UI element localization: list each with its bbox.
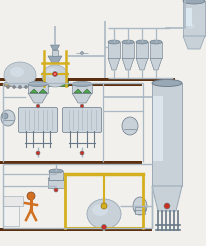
- FancyBboxPatch shape: [18, 108, 57, 133]
- Circle shape: [54, 73, 56, 75]
- Bar: [108, 42, 119, 58]
- Circle shape: [54, 188, 58, 192]
- Circle shape: [6, 86, 9, 89]
- Bar: [3, 206, 19, 226]
- Ellipse shape: [149, 40, 161, 44]
- Circle shape: [12, 86, 15, 89]
- Bar: [135, 42, 147, 58]
- Ellipse shape: [108, 40, 119, 44]
- Polygon shape: [74, 89, 82, 93]
- Bar: [52, 50, 58, 56]
- Bar: [28, 84, 48, 93]
- Ellipse shape: [42, 65, 68, 87]
- Ellipse shape: [186, 23, 194, 29]
- Bar: [151, 83, 181, 186]
- Bar: [4, 82, 36, 86]
- Circle shape: [101, 203, 107, 209]
- Bar: [49, 171, 63, 180]
- Ellipse shape: [151, 79, 181, 87]
- Ellipse shape: [46, 68, 58, 78]
- Bar: [182, 1, 204, 36]
- Ellipse shape: [4, 62, 36, 88]
- Polygon shape: [49, 172, 63, 180]
- Polygon shape: [72, 93, 91, 103]
- Circle shape: [80, 104, 83, 108]
- Polygon shape: [135, 58, 147, 70]
- Ellipse shape: [87, 199, 121, 229]
- Circle shape: [36, 151, 40, 155]
- Bar: [0, 83, 141, 86]
- Ellipse shape: [135, 40, 147, 44]
- Bar: [183, 8, 191, 26]
- Ellipse shape: [10, 67, 24, 77]
- Bar: [134, 207, 144, 214]
- Polygon shape: [48, 178, 64, 188]
- Ellipse shape: [28, 81, 48, 87]
- Polygon shape: [108, 58, 119, 70]
- Ellipse shape: [182, 0, 204, 4]
- Ellipse shape: [132, 197, 146, 215]
- Circle shape: [163, 203, 169, 209]
- Ellipse shape: [49, 169, 63, 173]
- Circle shape: [36, 104, 40, 108]
- Ellipse shape: [1, 110, 15, 126]
- Circle shape: [27, 192, 35, 200]
- Ellipse shape: [72, 81, 91, 87]
- Ellipse shape: [121, 117, 137, 135]
- Bar: [3, 196, 23, 206]
- Circle shape: [52, 72, 57, 77]
- Polygon shape: [121, 58, 133, 70]
- Polygon shape: [28, 93, 48, 103]
- Circle shape: [24, 86, 27, 89]
- Bar: [121, 42, 133, 58]
- Polygon shape: [30, 89, 38, 93]
- Ellipse shape: [91, 204, 108, 216]
- Polygon shape: [50, 45, 59, 50]
- Bar: [48, 180, 64, 188]
- Polygon shape: [83, 89, 91, 93]
- Circle shape: [80, 151, 84, 155]
- Bar: [42, 81, 68, 86]
- Polygon shape: [48, 56, 62, 63]
- Polygon shape: [149, 58, 161, 70]
- Bar: [103, 78, 174, 81]
- Bar: [149, 42, 161, 58]
- Polygon shape: [151, 186, 181, 211]
- Bar: [72, 84, 91, 93]
- Circle shape: [30, 86, 33, 89]
- Ellipse shape: [121, 40, 133, 44]
- Bar: [152, 96, 162, 161]
- Bar: [0, 161, 141, 164]
- Circle shape: [18, 86, 21, 89]
- Bar: [0, 78, 141, 81]
- Ellipse shape: [2, 113, 8, 119]
- Bar: [0, 228, 151, 231]
- Circle shape: [101, 225, 106, 230]
- Polygon shape: [182, 36, 204, 49]
- Polygon shape: [39, 89, 47, 93]
- Circle shape: [80, 51, 83, 55]
- FancyBboxPatch shape: [62, 108, 101, 133]
